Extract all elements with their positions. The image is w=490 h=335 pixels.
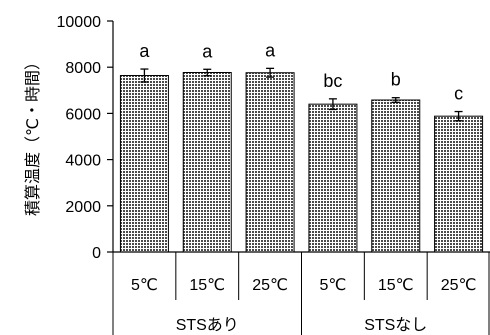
y-tick-label: 6000 [65,106,101,123]
bar [371,99,421,253]
y-tick-label: 0 [92,245,101,262]
significance-label: c [454,84,463,104]
bar [434,115,484,253]
category-label: 15℃ [189,277,225,294]
bars: a a abc bc [119,40,484,253]
significance-label: b [391,70,401,90]
category-label: 5℃ [131,277,158,294]
bar [119,75,169,253]
bar [182,72,232,253]
significance-label: a [265,40,276,60]
y-axis-title: 積算温度（℃・時間） [23,54,42,216]
significance-label: bc [323,71,342,91]
y-tick-label: 4000 [65,153,101,170]
significance-label: a [139,41,150,61]
category-label: 25℃ [252,277,288,294]
group-label: STSあり [176,316,239,334]
y-axis: 0 2000 4000 6000 8000 10000 [57,14,114,262]
group-label: STSなし [364,316,427,334]
y-tick-label: 2000 [65,199,101,216]
significance-label: a [202,41,213,61]
category-label: 15℃ [378,277,414,294]
x-axis: 5℃ 15℃ 25℃ 5℃ 15℃ 25℃ STSあり STSなし [112,251,490,335]
y-tick-label: 10000 [57,14,102,31]
category-label: 25℃ [441,277,477,294]
y-tick-label: 8000 [65,60,101,77]
bar [245,72,295,253]
category-label: 5℃ [319,277,346,294]
bar [308,103,358,253]
